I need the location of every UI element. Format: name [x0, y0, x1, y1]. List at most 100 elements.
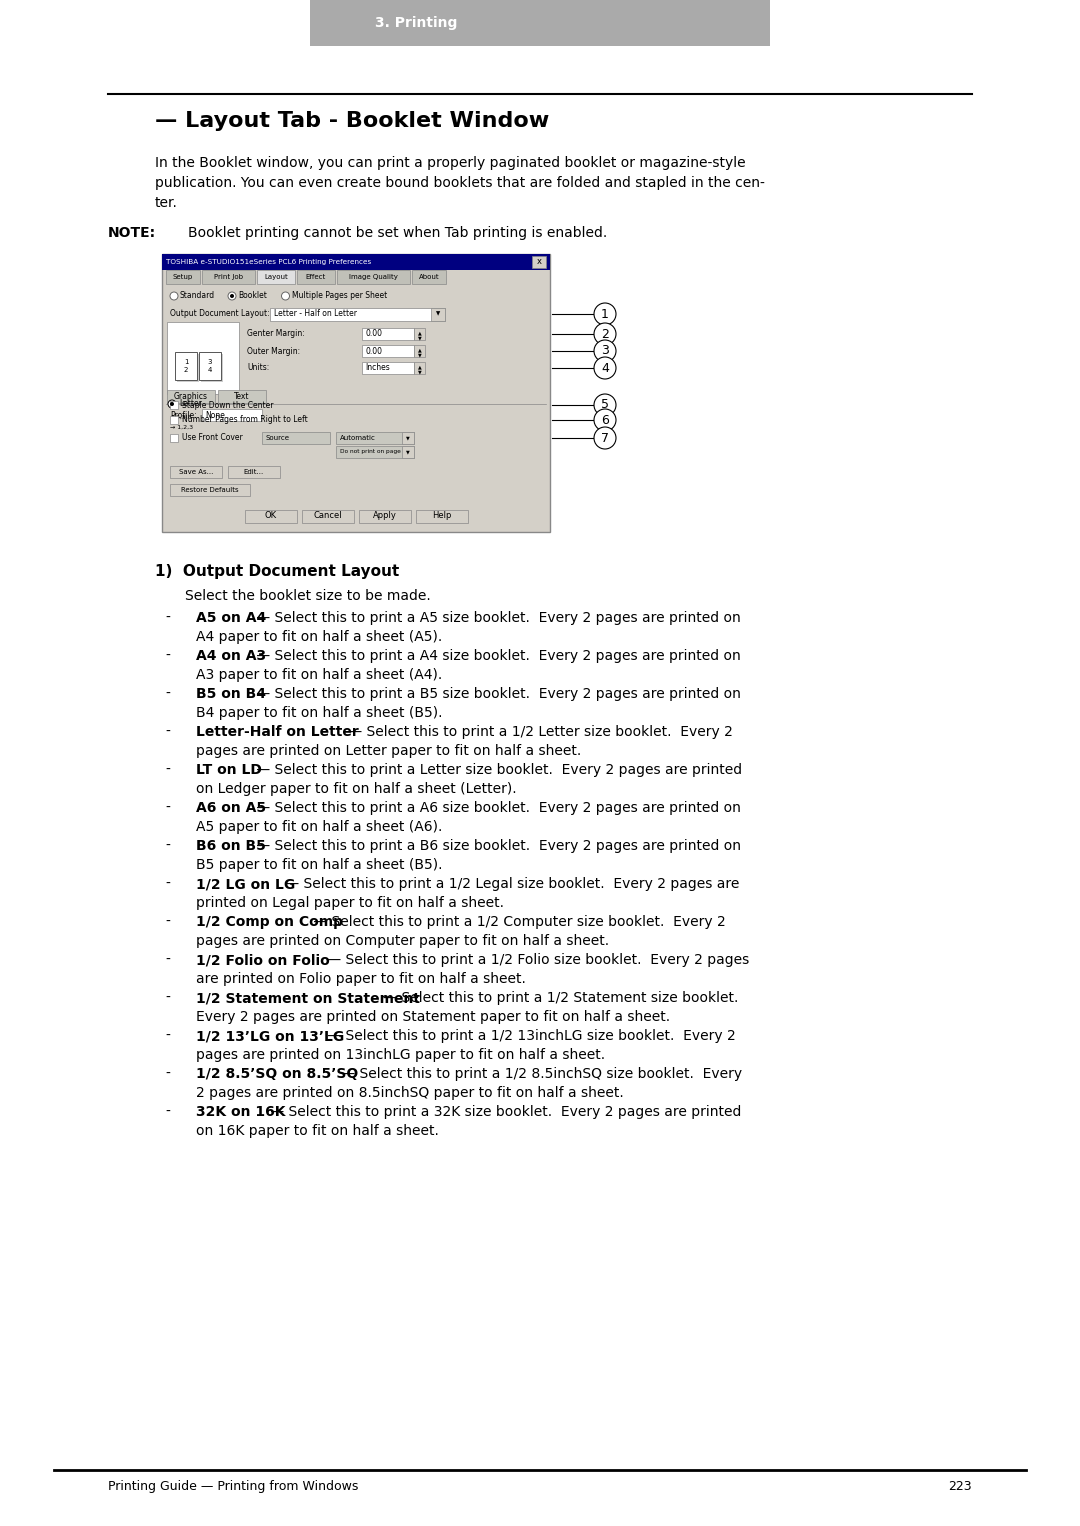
- Text: — Select this to print a 1/2 Folio size booklet.  Every 2 pages: — Select this to print a 1/2 Folio size …: [323, 954, 750, 967]
- Text: 0.00: 0.00: [365, 346, 382, 356]
- Text: Booklet: Booklet: [238, 291, 267, 301]
- Text: 1/2 Statement on Statement: 1/2 Statement on Statement: [195, 990, 420, 1006]
- Text: B6 on B5: B6 on B5: [195, 839, 266, 853]
- Circle shape: [594, 409, 616, 430]
- Text: — Select this to print a B6 size booklet.  Every 2 pages are printed on: — Select this to print a B6 size booklet…: [253, 839, 741, 853]
- Text: 7: 7: [600, 432, 609, 444]
- Text: -: -: [165, 763, 170, 777]
- Text: Layout: Layout: [265, 275, 288, 279]
- Bar: [402, 446, 414, 458]
- Text: Image Quality: Image Quality: [349, 275, 397, 279]
- Bar: [170, 484, 249, 496]
- Text: Help: Help: [432, 511, 451, 520]
- Text: -: -: [165, 610, 170, 626]
- Text: Genter Margin:: Genter Margin:: [247, 330, 305, 339]
- Bar: [244, 510, 297, 523]
- Text: Multiple Pages per Sheet: Multiple Pages per Sheet: [292, 291, 387, 301]
- Text: Letter: Letter: [179, 400, 202, 409]
- Text: ▲: ▲: [418, 365, 421, 369]
- Text: on 16K paper to fit on half a sheet.: on 16K paper to fit on half a sheet.: [195, 1125, 438, 1138]
- Text: publication. You can even create bound booklets that are folded and stapled in t: publication. You can even create bound b…: [156, 175, 765, 191]
- Text: 1/2 Folio on Folio: 1/2 Folio on Folio: [195, 954, 329, 967]
- Bar: [162, 253, 550, 270]
- Text: 1,2,3,5: 1,2,3,5: [170, 415, 192, 420]
- Text: ▲: ▲: [418, 330, 421, 336]
- Text: Cancel: Cancel: [313, 511, 341, 520]
- Text: 1
2: 1 2: [184, 360, 188, 372]
- Text: A5 on A4: A5 on A4: [195, 610, 267, 626]
- Text: -: -: [165, 649, 170, 662]
- Text: A6 on A5: A6 on A5: [195, 801, 266, 815]
- Text: 1/2 8.5’SQ on 8.5’SQ: 1/2 8.5’SQ on 8.5’SQ: [195, 1067, 359, 1080]
- Text: -: -: [165, 801, 170, 815]
- Text: ▼: ▼: [418, 336, 421, 340]
- Text: Staple Down the Center: Staple Down the Center: [183, 400, 273, 409]
- Text: Source: Source: [266, 435, 291, 441]
- Bar: [257, 270, 295, 284]
- Text: — Select this to print a 1/2 Letter size booklet.  Every 2: — Select this to print a 1/2 Letter size…: [345, 725, 733, 739]
- Text: OK: OK: [265, 511, 276, 520]
- Text: pages are printed on Letter paper to fit on half a sheet.: pages are printed on Letter paper to fit…: [195, 745, 581, 758]
- Text: A5 paper to fit on half a sheet (A6).: A5 paper to fit on half a sheet (A6).: [195, 819, 443, 835]
- Text: x: x: [537, 258, 541, 267]
- Bar: [199, 353, 221, 380]
- Text: 1/2 Comp on Comp: 1/2 Comp on Comp: [195, 916, 343, 929]
- Bar: [359, 510, 410, 523]
- Text: Letter - Half on Letter: Letter - Half on Letter: [274, 310, 357, 319]
- Text: ▼: ▼: [406, 435, 410, 441]
- Text: NOTE:: NOTE:: [108, 226, 157, 240]
- Bar: [262, 432, 330, 444]
- Text: Restore Defaults: Restore Defaults: [181, 487, 239, 493]
- Text: — Select this to print a A4 size booklet.  Every 2 pages are printed on: — Select this to print a A4 size booklet…: [253, 649, 741, 662]
- Bar: [170, 417, 178, 424]
- Text: ▼: ▼: [436, 311, 441, 316]
- Text: 6: 6: [602, 414, 609, 426]
- Text: 1: 1: [602, 308, 609, 320]
- Bar: [411, 270, 446, 284]
- Text: -: -: [165, 877, 170, 891]
- Text: 2: 2: [602, 328, 609, 340]
- Text: Effect: Effect: [306, 275, 326, 279]
- Circle shape: [170, 401, 174, 406]
- Text: A4 on A3: A4 on A3: [195, 649, 266, 662]
- Bar: [362, 328, 414, 340]
- Text: printed on Legal paper to fit on half a sheet.: printed on Legal paper to fit on half a …: [195, 896, 504, 909]
- Text: -: -: [165, 954, 170, 967]
- Text: ▼: ▼: [406, 450, 410, 455]
- Text: — Select this to print a 1/2 13inchLG size booklet.  Every 2: — Select this to print a 1/2 13inchLG si…: [323, 1029, 735, 1042]
- Circle shape: [594, 394, 616, 417]
- Circle shape: [170, 291, 178, 301]
- Bar: [170, 465, 222, 478]
- Bar: [202, 409, 262, 421]
- Text: Printing Guide — Printing from Windows: Printing Guide — Printing from Windows: [108, 1480, 359, 1492]
- Bar: [301, 510, 353, 523]
- Bar: [201, 354, 222, 382]
- Bar: [532, 256, 546, 269]
- Bar: [167, 391, 215, 403]
- Bar: [170, 433, 178, 443]
- Bar: [162, 253, 550, 533]
- Bar: [416, 510, 468, 523]
- Text: Setup: Setup: [173, 275, 193, 279]
- Bar: [228, 465, 280, 478]
- Circle shape: [594, 340, 616, 362]
- Text: Save As...: Save As...: [179, 468, 213, 475]
- Bar: [170, 401, 178, 409]
- Text: Apply: Apply: [373, 511, 396, 520]
- Text: 2 pages are printed on 8.5inchSQ paper to fit on half a sheet.: 2 pages are printed on 8.5inchSQ paper t…: [195, 1087, 624, 1100]
- Text: Inches: Inches: [365, 363, 390, 372]
- Bar: [175, 353, 197, 380]
- Text: 0.00: 0.00: [365, 330, 382, 339]
- Bar: [177, 354, 199, 382]
- Bar: [270, 308, 445, 320]
- Bar: [402, 432, 414, 444]
- Text: — Select this to print a A6 size booklet.  Every 2 pages are printed on: — Select this to print a A6 size booklet…: [253, 801, 741, 815]
- Text: — Select this to print a B5 size booklet.  Every 2 pages are printed on: — Select this to print a B5 size booklet…: [253, 687, 741, 700]
- Text: ▼: ▼: [418, 353, 421, 357]
- Bar: [310, 0, 770, 46]
- Text: -: -: [165, 839, 170, 853]
- Text: A3 paper to fit on half a sheet (A4).: A3 paper to fit on half a sheet (A4).: [195, 668, 442, 682]
- Bar: [336, 446, 414, 458]
- Text: B5 paper to fit on half a sheet (B5).: B5 paper to fit on half a sheet (B5).: [195, 858, 443, 871]
- Text: Standard: Standard: [180, 291, 215, 301]
